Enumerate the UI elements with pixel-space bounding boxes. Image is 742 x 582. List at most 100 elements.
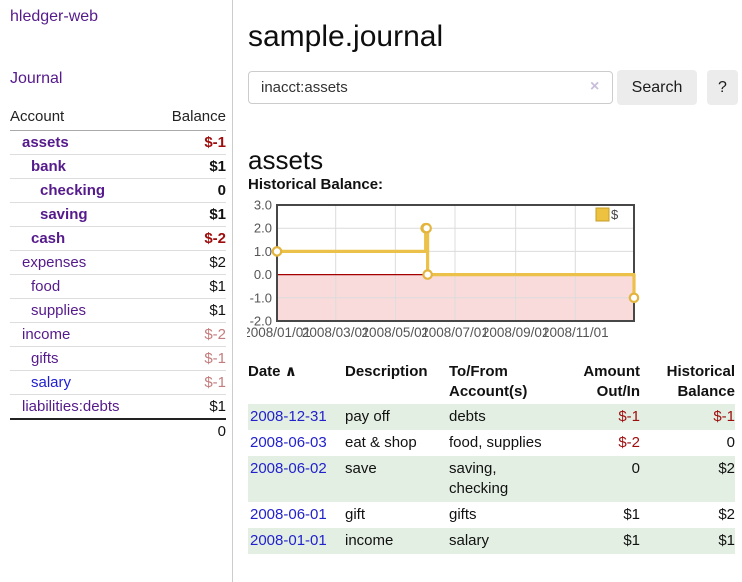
account-link[interactable]: income [22,326,71,343]
data-point-marker [422,269,433,280]
account-balance: $1 [154,202,226,227]
clear-search-icon[interactable]: × [590,78,600,95]
account-link[interactable]: supplies [31,302,87,319]
accounts-table-header-row: Account Balance [10,105,226,131]
sidebar-item-journal[interactable]: Journal [10,70,63,87]
transaction-accounts: food, supplies [449,434,542,451]
x-axis-tick-label: 2008/11/01 [542,325,609,340]
register-header-amount: Amount Out/In [583,363,640,400]
transaction-balance: $-1 [713,408,735,425]
account-row: supplies $1 [10,298,226,323]
x-axis-tick-label: 2008/07/01 [421,325,489,340]
transaction-accounts: saving, checking [449,460,509,497]
register-row[interactable]: 2008-01-01 income salary $1 $1 [248,528,735,554]
x-axis-tick-label: 2008/09/01 [482,325,550,340]
account-link[interactable]: assets [22,134,69,151]
y-axis-tick-label: 2.0 [254,221,272,236]
legend-swatch [595,207,610,222]
transaction-description: save [345,460,377,477]
account-heading: assets [248,144,324,175]
sort-ascending-icon: ∧ [284,363,297,380]
y-axis-tick-label: -2.0 [250,314,272,329]
transaction-date-link[interactable]: 2008-06-02 [250,460,327,477]
chart-label: Historical Balance: [248,176,384,193]
register-header-description: Description [345,363,428,380]
account-balance: 0 [154,178,226,203]
historical-balance-chart: $3.0 2.0 1.0 0.0 -1.0 -2.0 2008/01/01 2008/03/0… [243,197,741,345]
account-balance: $1 [154,154,226,179]
transaction-description: gift [345,506,366,523]
register-header-row: Date ∧ Description To/From Account(s) Am… [248,360,735,404]
data-point-marker [271,246,283,257]
transaction-date-link[interactable]: 2008-12-31 [250,408,327,425]
transaction-balance: 0 [726,434,735,451]
account-row: liabilities:debts $1 [10,394,226,419]
chart-svg: $3.0 2.0 1.0 0.0 -1.0 -2.02008/01/012008/03/0… [243,198,640,340]
account-link[interactable]: gifts [31,350,59,367]
account-link[interactable]: food [31,278,61,295]
transaction-amount: 0 [631,460,640,477]
register-row[interactable]: 2008-12-31 pay off debts $-1 $-1 [248,404,735,430]
register-row[interactable]: 2008-06-03 eat & shop food, supplies $-2 0 [248,430,735,456]
account-balance: $2 [154,250,226,275]
account-link[interactable]: liabilities:debts [22,398,120,415]
x-axis-tick-label: 2008/01/01 [247,325,311,340]
legend-label: $ [611,207,619,222]
transaction-amount: $-1 [618,408,640,425]
account-row: saving $1 [10,202,226,227]
x-axis-tick-label: 2008/05/01 [362,325,430,340]
accounts-total-row: 0 [10,418,226,443]
account-balance: $-1 [204,134,226,151]
accounts-header-account: Account [10,105,155,131]
account-balance: $1 [154,298,226,323]
account-row: assets $-1 [10,131,226,155]
search-button[interactable]: Search [617,70,697,105]
transaction-date-link[interactable]: 2008-06-01 [250,506,327,523]
transaction-amount: $-2 [618,434,640,451]
register-header-date[interactable]: Date ∧ [248,363,297,380]
transaction-date-link[interactable]: 2008-06-03 [250,434,327,451]
transaction-balance: $1 [718,532,735,549]
account-balance: $-2 [154,226,226,251]
account-row: cash $-2 [10,226,226,251]
account-link[interactable]: salary [31,374,72,391]
transaction-description: eat & shop [345,434,417,451]
account-link[interactable]: checking [40,182,106,199]
transaction-balance: $2 [718,506,735,523]
account-balance: $-1 [154,346,226,371]
page-title: sample.journal [248,20,444,54]
data-point-marker [628,292,640,304]
app-title-link[interactable]: hledger-web [10,8,99,25]
accounts-table: Account Balance assets $-1 bank $1 checking 0… [10,105,226,443]
transaction-balance: $2 [718,460,735,477]
register-table: Date ∧ Description To/From Account(s) Am… [248,360,735,554]
transaction-accounts: debts [449,408,486,425]
register-header-accounts: To/From Account(s) [449,363,528,400]
account-row: expenses $2 [10,250,226,275]
register-row[interactable]: 2008-06-01 gift gifts $1 $2 [248,502,735,528]
transaction-description: income [345,532,394,549]
y-axis-tick-label: -1.0 [250,290,272,305]
account-link[interactable]: expenses [22,254,87,271]
account-balance: $1 [154,274,226,299]
account-row: income $-2 [10,322,226,347]
transaction-amount: $1 [623,506,640,523]
help-button[interactable]: ? [707,70,738,105]
account-row: checking 0 [10,178,226,203]
accounts-header-balance: Balance [154,105,226,131]
accounts-total: 0 [154,418,226,443]
search-input[interactable] [248,71,613,104]
y-axis-tick-label: 3.0 [254,198,272,213]
account-link[interactable]: saving [40,206,88,223]
y-axis-tick-label: 0.0 [254,267,272,282]
account-row: bank $1 [10,154,226,179]
register-row[interactable]: 2008-06-02 save saving, checking 0 $2 [248,456,735,502]
account-row: gifts $-1 [10,346,226,371]
account-link[interactable]: bank [31,158,67,175]
data-point-marker [421,222,432,234]
account-balance: $1 [154,394,226,419]
account-link[interactable]: cash [31,230,66,247]
transaction-accounts: gifts [449,506,477,523]
account-row: food $1 [10,274,226,299]
transaction-date-link[interactable]: 2008-01-01 [250,532,327,549]
